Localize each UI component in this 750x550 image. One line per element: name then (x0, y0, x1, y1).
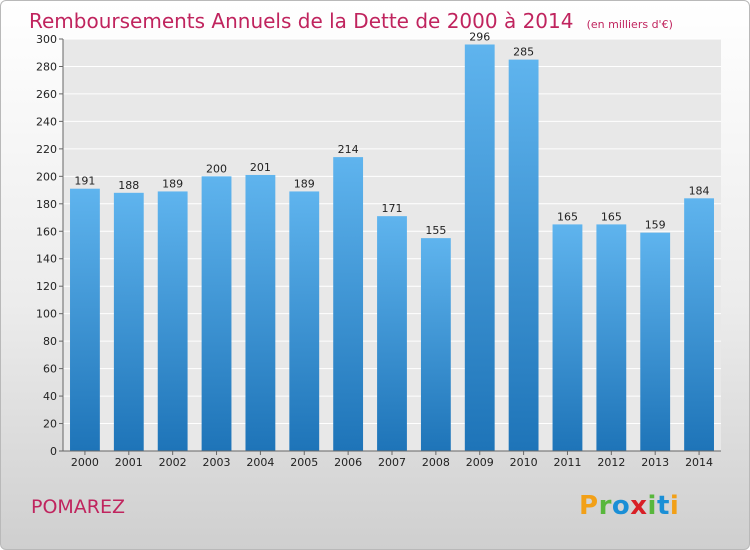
bar-value-label: 285 (513, 46, 534, 59)
y-tick-label: 220 (36, 143, 57, 156)
bar-value-label: 214 (338, 143, 359, 156)
bar (377, 216, 407, 451)
chart-unit: (en milliers d'€) (586, 18, 673, 31)
bar-value-label: 189 (162, 177, 183, 190)
y-tick-label: 140 (36, 253, 57, 266)
y-tick-label: 120 (36, 280, 57, 293)
chart-title: Remboursements Annuels de la Dette de 20… (29, 9, 574, 33)
y-tick-label: 20 (43, 418, 57, 431)
logo-letter: o (611, 491, 631, 521)
bar-value-label: 189 (294, 177, 315, 190)
commune-name: POMAREZ (31, 496, 126, 518)
bar (157, 191, 188, 451)
proxiti-logo: Proxiti (579, 491, 679, 521)
x-tick-label: 2007 (378, 456, 406, 469)
x-tick-label: 2013 (641, 456, 669, 469)
bar-value-label: 201 (250, 161, 271, 174)
logo-letter: i (647, 491, 657, 521)
y-tick-label: 240 (36, 115, 57, 128)
bar (113, 192, 144, 451)
x-tick-label: 2012 (597, 456, 625, 469)
bar-value-label: 159 (645, 219, 666, 232)
bar (684, 198, 714, 451)
bar (640, 232, 671, 451)
y-tick-label: 60 (43, 363, 57, 376)
bar-value-label: 191 (74, 175, 95, 188)
y-tick-label: 280 (36, 60, 57, 73)
x-tick-label: 2002 (159, 456, 187, 469)
y-tick-label: 0 (50, 445, 57, 458)
x-tick-label: 2000 (71, 456, 99, 469)
chart-title-block: Remboursements Annuels de la Dette de 20… (29, 9, 673, 33)
y-tick-label: 300 (36, 33, 57, 46)
bar-value-label: 171 (382, 202, 403, 215)
x-tick-label: 2010 (510, 456, 538, 469)
y-tick-label: 160 (36, 225, 57, 238)
logo-letter: x (630, 491, 648, 521)
x-tick-label: 2003 (203, 456, 231, 469)
y-tick-label: 100 (36, 308, 57, 321)
bar-value-label: 165 (601, 210, 622, 223)
x-tick-label: 2004 (246, 456, 274, 469)
x-tick-label: 2005 (290, 456, 318, 469)
x-tick-label: 2009 (466, 456, 494, 469)
y-tick-label: 260 (36, 88, 57, 101)
x-tick-label: 2001 (115, 456, 143, 469)
x-tick-label: 2014 (685, 456, 713, 469)
x-tick-label: 2011 (553, 456, 581, 469)
x-tick-label: 2008 (422, 456, 450, 469)
logo-letter: i (669, 491, 680, 521)
bar (245, 174, 276, 451)
y-tick-label: 200 (36, 170, 57, 183)
bar (508, 59, 539, 451)
bar-value-label: 200 (206, 162, 227, 175)
logo-letter: P (579, 491, 599, 521)
x-tick-label: 2006 (334, 456, 362, 469)
bar-value-label: 184 (689, 184, 710, 197)
bar (464, 44, 495, 451)
bar (420, 238, 451, 451)
y-tick-label: 180 (36, 198, 57, 211)
logo-letter: t (656, 491, 670, 521)
bar (201, 176, 232, 452)
bar (333, 157, 364, 451)
bar (289, 191, 320, 451)
logo-letter: r (598, 491, 612, 521)
bar (596, 224, 627, 451)
y-tick-label: 80 (43, 335, 57, 348)
bar-value-label: 296 (469, 30, 490, 43)
bar-value-label: 188 (118, 179, 139, 192)
y-tick-label: 40 (43, 390, 57, 403)
bar-value-label: 165 (557, 210, 578, 223)
bar-value-label: 155 (425, 224, 446, 237)
bar (70, 188, 100, 451)
bar (552, 224, 583, 451)
